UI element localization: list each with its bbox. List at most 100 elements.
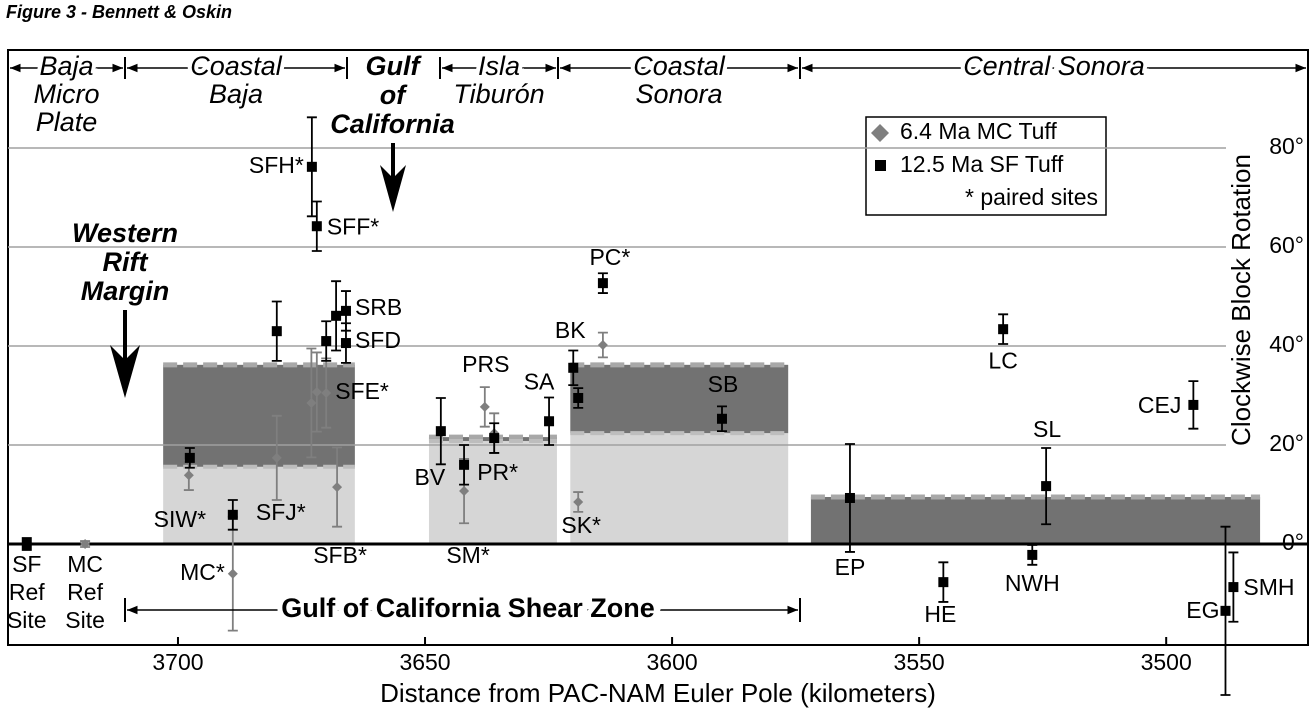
block-upper xyxy=(163,364,355,467)
point xyxy=(183,470,194,481)
block-upper xyxy=(810,496,1261,545)
point-label: HE xyxy=(924,601,956,627)
plot-area xyxy=(163,362,1261,545)
point xyxy=(340,305,351,316)
point-label: NWH xyxy=(1005,570,1060,596)
point xyxy=(998,324,1009,335)
y-axis-label: Clockwise Block Rotation xyxy=(1226,154,1256,446)
region-arrowhead xyxy=(380,165,406,212)
point xyxy=(227,509,238,520)
point xyxy=(938,577,949,588)
point xyxy=(271,326,282,337)
block-lower xyxy=(428,441,557,545)
x-tick-label: 3650 xyxy=(399,649,450,675)
point xyxy=(311,387,322,398)
point xyxy=(459,459,470,470)
point-label: EP xyxy=(835,554,866,580)
annotation-arrowhead xyxy=(110,345,140,398)
point-label: BV xyxy=(414,464,445,490)
block-lower xyxy=(163,466,355,545)
point-label: SFJ* xyxy=(256,499,306,525)
legend-note: * paired sites xyxy=(965,184,1098,210)
point-label: PRS xyxy=(462,351,509,377)
region-label: Isla Tiburón xyxy=(453,51,544,109)
region-label: Baja Micro Plate xyxy=(34,51,100,137)
point-label: CEJ xyxy=(1138,392,1181,418)
point-label: SMH xyxy=(1243,574,1294,600)
legend-label: 6.4 Ma MC Tuff xyxy=(900,118,1057,144)
point xyxy=(321,336,332,347)
region-label: Coastal Baja xyxy=(190,51,283,109)
point-label: SL xyxy=(1033,416,1061,442)
point-label: SFF* xyxy=(327,213,379,239)
point xyxy=(597,278,608,289)
plot-frame xyxy=(7,49,1309,646)
point-label: SFE* xyxy=(335,378,389,404)
point xyxy=(844,492,855,503)
point xyxy=(184,452,195,463)
legend-marker xyxy=(875,160,886,171)
point-label: MC* xyxy=(180,559,225,585)
y-tick-label: 0° xyxy=(1282,529,1304,555)
legend-label: 12.5 Ma SF Tuff xyxy=(900,151,1064,177)
point-label: SIW* xyxy=(154,506,206,532)
point xyxy=(489,433,500,444)
point-label: SFB* xyxy=(313,542,367,568)
point xyxy=(21,539,32,550)
point xyxy=(227,568,238,579)
y-tick-label: 20° xyxy=(1269,430,1304,456)
point xyxy=(311,221,322,232)
y-tick-label: 80° xyxy=(1269,133,1304,159)
point-label: SFH* xyxy=(249,152,304,178)
point-label: SF Ref Site xyxy=(7,551,47,633)
point-label: SM* xyxy=(446,542,490,568)
point xyxy=(435,426,446,437)
block-lower xyxy=(570,433,789,545)
point xyxy=(332,482,343,493)
x-axis-label: Distance from PAC-NAM Euler Pole (kilome… xyxy=(380,678,936,708)
x-tick-label: 3700 xyxy=(152,649,203,675)
point xyxy=(716,413,727,424)
x-tick-label: 3500 xyxy=(1141,649,1192,675)
point-label: SA xyxy=(524,368,555,394)
point-label: SK* xyxy=(561,512,601,538)
x-tick-label: 3550 xyxy=(894,649,945,675)
y-tick-label: 40° xyxy=(1269,331,1304,357)
block-upper xyxy=(570,364,789,434)
point-label: PR* xyxy=(477,459,518,485)
point xyxy=(80,539,91,550)
legend: 6.4 Ma MC Tuff 12.5 Ma SF Tuff * paired … xyxy=(865,116,1107,216)
point-label: MC Ref Site xyxy=(65,551,105,633)
point xyxy=(271,452,282,463)
point-label: SB xyxy=(708,371,739,397)
point xyxy=(306,397,317,408)
point xyxy=(331,310,342,321)
point-label: EG xyxy=(1186,597,1219,623)
point-label: SRB xyxy=(355,294,402,320)
point xyxy=(597,340,608,351)
figure-title: Figure 3 - Bennett & Oskin xyxy=(6,2,232,22)
point xyxy=(340,338,351,349)
point xyxy=(459,486,470,497)
annotation: Western Rift Margin xyxy=(72,218,178,306)
x-tick-label: 3600 xyxy=(646,649,697,675)
y-tick-label: 60° xyxy=(1269,232,1304,258)
point-label: SFD xyxy=(355,327,401,353)
point xyxy=(1041,481,1052,492)
point xyxy=(544,416,555,427)
region-label: Coastal Sonora xyxy=(633,51,726,109)
region-label: Gulf of California xyxy=(330,51,455,139)
point xyxy=(573,496,584,507)
region-label: Central Sonora xyxy=(963,51,1145,81)
point xyxy=(573,392,584,403)
point xyxy=(1228,582,1239,593)
point xyxy=(321,388,332,399)
point-label: BK xyxy=(555,317,586,343)
point xyxy=(568,362,579,373)
point xyxy=(479,401,490,412)
point xyxy=(1220,605,1231,616)
point-label: LC xyxy=(988,347,1017,373)
point xyxy=(1027,549,1038,560)
